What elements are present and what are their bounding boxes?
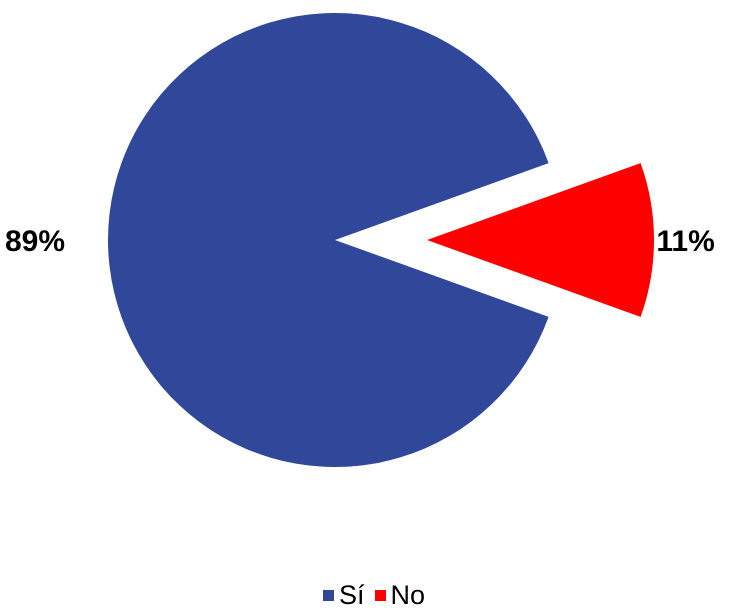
legend-item-si[interactable]: Sí	[322, 580, 365, 611]
pie-slices	[108, 12, 654, 467]
legend-item-no[interactable]: No	[374, 580, 426, 611]
legend-swatch-no	[374, 590, 386, 601]
legend-swatch-si	[322, 590, 334, 601]
pie-slice-si[interactable]	[108, 12, 549, 467]
data-label-si: 89%	[5, 225, 65, 258]
legend-label-no: No	[390, 580, 426, 610]
data-label-no: 11%	[656, 225, 714, 258]
legend-label-si: Sí	[338, 580, 365, 610]
legend: Sí No	[0, 580, 748, 611]
pie-data-labels: 89% 11%	[5, 225, 715, 258]
pie-slice-no[interactable]	[427, 163, 654, 317]
